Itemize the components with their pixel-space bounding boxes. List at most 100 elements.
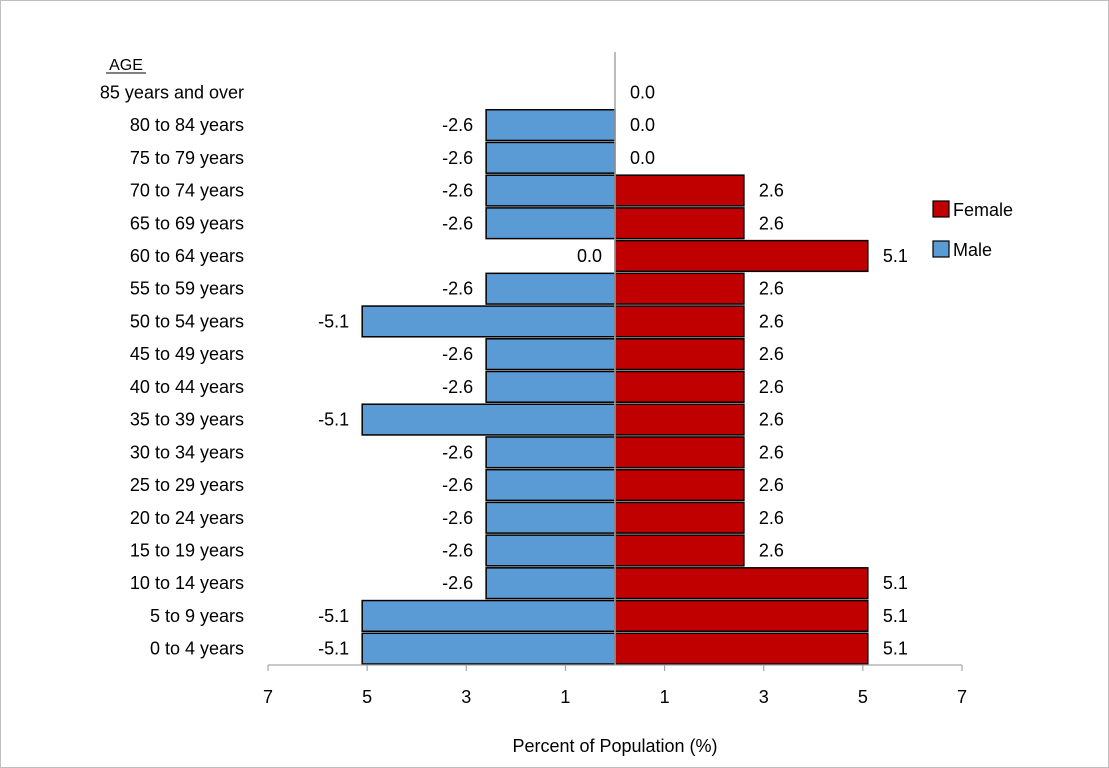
female-value-label: 0.0: [630, 115, 655, 135]
female-bar: [614, 567, 869, 600]
category-label: 40 to 44 years: [130, 377, 244, 397]
x-axis: 7 5 3 1 1 3 5 7: [263, 52, 967, 707]
category-label: 10 to 14 years: [130, 573, 244, 593]
x-tick-label: 7: [957, 687, 967, 707]
male-value-label: -5.1: [318, 606, 349, 626]
female-value-label: 5.1: [883, 246, 908, 266]
category-label: 55 to 59 years: [130, 279, 244, 299]
category-label: 15 to 19 years: [130, 540, 244, 560]
male-bar: [361, 599, 616, 633]
male-value-label: -2.6: [442, 148, 473, 168]
male-value-label: -2.6: [442, 344, 473, 364]
category-label: 25 to 29 years: [130, 475, 244, 495]
male-bar: [485, 207, 616, 240]
male-bar: [485, 338, 616, 371]
male-value-label: -5.1: [318, 639, 349, 659]
female-value-label: 0.0: [630, 148, 655, 168]
female-bar: [614, 305, 745, 338]
female-bar: [614, 207, 745, 240]
x-tick-label: 3: [759, 687, 769, 707]
age-header: AGE: [109, 57, 143, 74]
x-tick-label: 1: [560, 687, 570, 707]
female-bar: [614, 272, 745, 305]
female-bar: [614, 534, 745, 567]
female-bar: [614, 468, 745, 502]
male-value-label: -5.1: [318, 311, 349, 331]
female-value-label: 5.1: [883, 606, 908, 626]
category-label: 45 to 49 years: [130, 344, 244, 364]
male-value-label: 0.0: [577, 246, 602, 266]
category-label: 50 to 54 years: [130, 311, 244, 331]
female-bar: [614, 436, 745, 469]
male-bar: [485, 501, 616, 534]
legend: Female Male: [932, 200, 1013, 260]
male-bar: [485, 436, 616, 469]
male-value-label: -2.6: [442, 213, 473, 233]
male-bar: [485, 141, 616, 174]
male-value-label: -2.6: [442, 181, 473, 201]
category-label: 65 to 69 years: [130, 213, 244, 233]
category-label: 75 to 79 years: [130, 148, 244, 168]
x-tick-label: 5: [858, 687, 868, 707]
male-value-label: -2.6: [442, 508, 473, 528]
male-value-label: -2.6: [442, 540, 473, 560]
female-legend-label: Female: [953, 200, 1013, 220]
male-value-label: -2.6: [442, 279, 473, 299]
male-value-label: -2.6: [442, 377, 473, 397]
category-label: 70 to 74 years: [130, 181, 244, 201]
female-bar: [614, 501, 745, 534]
female-bar: [614, 239, 869, 273]
male-value-label: -2.6: [442, 475, 473, 495]
female-value-label: 2.6: [759, 344, 784, 364]
category-label: 35 to 39 years: [130, 410, 244, 430]
male-bar: [361, 305, 616, 338]
female-value-label: 2.6: [759, 442, 784, 462]
category-label: 20 to 24 years: [130, 508, 244, 528]
female-bar: [614, 370, 745, 403]
category-label: 85 years and over: [100, 82, 244, 102]
x-tick-label: 5: [362, 687, 372, 707]
female-bar: [614, 338, 745, 371]
category-label: 80 to 84 years: [130, 115, 244, 135]
male-bar: [485, 174, 616, 207]
value-labels-group: -5.1 5.1 -5.1 5.1 -2.6 5.1 -2.6 2.6 -2.6 2.6 -2.6 2…: [318, 82, 908, 658]
female-value-label: 5.1: [883, 573, 908, 593]
female-value-label: 2.6: [759, 377, 784, 397]
male-legend-swatch: [932, 240, 950, 258]
female-bar: [614, 632, 869, 665]
female-legend-swatch: [932, 200, 950, 218]
female-value-label: 2.6: [759, 213, 784, 233]
female-value-label: 2.6: [759, 410, 784, 430]
female-value-label: 0.0: [630, 82, 655, 102]
male-value-label: -2.6: [442, 442, 473, 462]
female-value-label: 5.1: [883, 639, 908, 659]
category-label: 5 to 9 years: [150, 606, 244, 626]
x-tick-label: 1: [660, 687, 670, 707]
male-bar: [485, 370, 616, 403]
category-labels-group: 0 to 4 years 5 to 9 years 10 to 14 years 15…: [100, 82, 244, 658]
category-label: 60 to 64 years: [130, 246, 244, 266]
male-bar: [361, 632, 616, 665]
x-tick-label: 3: [461, 687, 471, 707]
female-value-label: 2.6: [759, 181, 784, 201]
male-bar: [485, 272, 616, 305]
male-bar: [485, 468, 616, 502]
x-axis-label: Percent of Population (%): [512, 736, 717, 756]
category-label: 0 to 4 years: [150, 639, 244, 659]
male-bar: [485, 567, 616, 600]
male-bar: [485, 108, 616, 142]
female-value-label: 2.6: [759, 279, 784, 299]
male-value-label: -2.6: [442, 573, 473, 593]
male-legend-label: Male: [953, 240, 992, 260]
male-value-label: -5.1: [318, 410, 349, 430]
female-value-label: 2.6: [759, 311, 784, 331]
category-label: 30 to 34 years: [130, 442, 244, 462]
female-bar: [614, 403, 745, 436]
male-bar: [361, 403, 616, 436]
female-value-label: 2.6: [759, 508, 784, 528]
female-value-label: 2.6: [759, 475, 784, 495]
x-tick-label: 7: [263, 687, 273, 707]
female-value-label: 2.6: [759, 540, 784, 560]
male-value-label: -2.6: [442, 115, 473, 135]
